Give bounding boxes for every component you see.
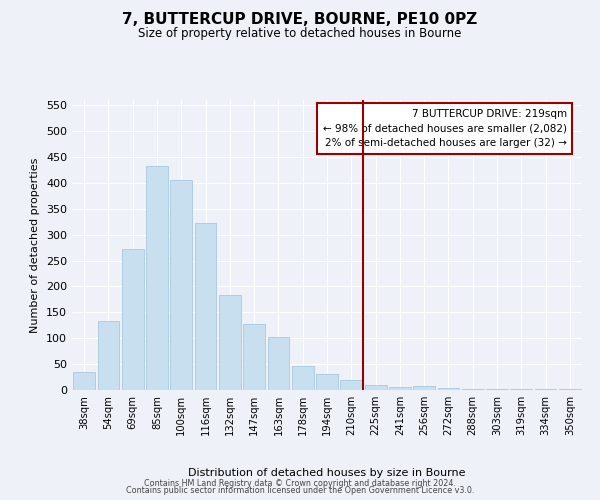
Text: Contains public sector information licensed under the Open Government Licence v3: Contains public sector information licen…	[126, 486, 474, 495]
Y-axis label: Number of detached properties: Number of detached properties	[31, 158, 40, 332]
Bar	[219, 295, 241, 390]
Bar	[365, 386, 386, 390]
Bar	[462, 389, 484, 390]
Text: 7 BUTTERCUP DRIVE: 219sqm
← 98% of detached houses are smaller (2,082)
2% of sem: 7 BUTTERCUP DRIVE: 219sqm ← 98% of detac…	[323, 108, 567, 148]
Bar	[146, 166, 168, 390]
Text: Size of property relative to detached houses in Bourne: Size of property relative to detached ho…	[139, 28, 461, 40]
Bar	[292, 366, 314, 390]
Bar	[170, 180, 192, 390]
Bar	[340, 380, 362, 390]
Bar	[268, 336, 289, 390]
Text: Contains HM Land Registry data © Crown copyright and database right 2024.: Contains HM Land Registry data © Crown c…	[144, 478, 456, 488]
Text: Distribution of detached houses by size in Bourne: Distribution of detached houses by size …	[188, 468, 466, 477]
Bar	[122, 249, 143, 390]
Bar	[316, 374, 338, 390]
Bar	[389, 388, 411, 390]
Text: 7, BUTTERCUP DRIVE, BOURNE, PE10 0PZ: 7, BUTTERCUP DRIVE, BOURNE, PE10 0PZ	[122, 12, 478, 28]
Bar	[243, 324, 265, 390]
Bar	[73, 372, 95, 390]
Bar	[97, 321, 119, 390]
Bar	[413, 386, 435, 390]
Bar	[194, 223, 217, 390]
Bar	[486, 389, 508, 390]
Bar	[437, 388, 460, 390]
Bar	[559, 389, 581, 390]
